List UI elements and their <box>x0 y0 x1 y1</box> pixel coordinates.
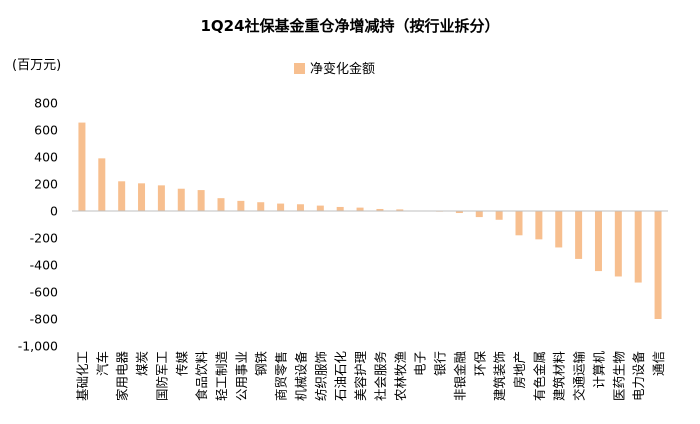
x-axis-labels: 基础化工 汽车 家用电器 煤炭 国防军工 传媒 食品饮料 轻工制造 公用事业 钢铁 商贸零售 机械设备… <box>75 351 666 402</box>
bar <box>376 208 384 211</box>
y-tick-label: 400 <box>34 150 58 165</box>
y-tick-label: -600 <box>30 285 58 300</box>
x-tick-label: 传媒 <box>174 351 189 377</box>
bar <box>575 211 583 259</box>
x-tick-label: 美容护理 <box>353 351 368 402</box>
y-tick-label: -200 <box>30 231 58 246</box>
x-tick-label: 建筑装饰 <box>492 351 507 401</box>
x-tick-label: 家用电器 <box>115 351 130 402</box>
bar <box>336 206 344 211</box>
bar <box>316 205 324 211</box>
x-tick-label: 农林牧渔 <box>393 351 408 401</box>
bar <box>614 211 622 277</box>
bar <box>634 211 642 283</box>
x-tick-label: 公用事业 <box>234 351 249 401</box>
bar <box>118 181 126 211</box>
bar <box>277 203 285 211</box>
x-tick-label: 交通运输 <box>572 351 587 402</box>
bar <box>396 209 404 211</box>
bar <box>257 202 265 211</box>
x-tick-label: 食品饮料 <box>194 351 209 402</box>
bar <box>654 211 662 319</box>
x-tick-label: 房地产 <box>512 351 527 389</box>
x-tick-label: 汽车 <box>95 351 110 376</box>
y-tick-label: -1,000 <box>18 339 58 354</box>
y-tick-label: 600 <box>34 123 58 138</box>
y-tick-label: -800 <box>30 312 58 327</box>
x-tick-label: 商贸零售 <box>274 351 289 401</box>
bar <box>296 204 304 211</box>
bar <box>237 200 245 211</box>
bars <box>78 122 662 319</box>
bar <box>535 211 543 240</box>
legend-swatch <box>294 63 305 74</box>
bar <box>157 185 165 211</box>
x-tick-label: 轻工制造 <box>214 351 229 402</box>
x-tick-label: 银行 <box>433 351 448 376</box>
x-tick-label: 石油石化 <box>333 351 348 402</box>
x-tick-label: 计算机 <box>591 351 606 389</box>
x-tick-label: 非银金融 <box>452 351 467 402</box>
legend-label: 净变化金额 <box>310 61 375 77</box>
bar <box>138 183 146 211</box>
x-tick-label: 通信 <box>651 351 666 376</box>
y-axis-ticks: 800 600 400 200 0 -200 -400 -600 -800 -1,000 <box>18 96 58 354</box>
x-tick-label: 钢铁 <box>254 351 269 377</box>
y-axis-unit-label: (百万元) <box>12 58 61 73</box>
bar <box>177 188 185 211</box>
chart-title: 1Q24社保基金重仓净增减持（按行业拆分） <box>200 17 499 35</box>
x-tick-label: 基础化工 <box>75 351 90 401</box>
x-tick-label: 国防军工 <box>154 351 169 401</box>
bar <box>495 211 503 220</box>
bar <box>455 211 463 214</box>
x-tick-label: 环保 <box>472 351 487 377</box>
bar <box>594 211 602 272</box>
x-tick-label: 有色金属 <box>532 351 547 401</box>
y-tick-label: 200 <box>34 177 58 192</box>
legend: 净变化金额 <box>294 61 375 77</box>
bar <box>217 198 225 211</box>
y-tick-label: 0 <box>50 204 58 219</box>
y-tick-label: 800 <box>34 96 58 111</box>
x-tick-label: 医药生物 <box>611 351 626 401</box>
x-tick-label: 社会服务 <box>373 351 388 401</box>
bar <box>356 207 364 211</box>
bar <box>475 211 483 218</box>
x-tick-label: 煤炭 <box>135 351 150 376</box>
x-tick-label: 机械设备 <box>293 351 308 402</box>
bar <box>78 122 86 211</box>
x-tick-label: 电子 <box>413 351 428 376</box>
bar <box>555 211 563 248</box>
y-tick-label: -400 <box>30 258 58 273</box>
bar <box>515 211 523 236</box>
x-tick-label: 建筑材料 <box>552 351 567 402</box>
bar <box>197 190 205 211</box>
x-tick-label: 电力设备 <box>631 351 646 402</box>
x-tick-label: 纺织服饰 <box>313 351 328 401</box>
bar <box>98 158 106 211</box>
